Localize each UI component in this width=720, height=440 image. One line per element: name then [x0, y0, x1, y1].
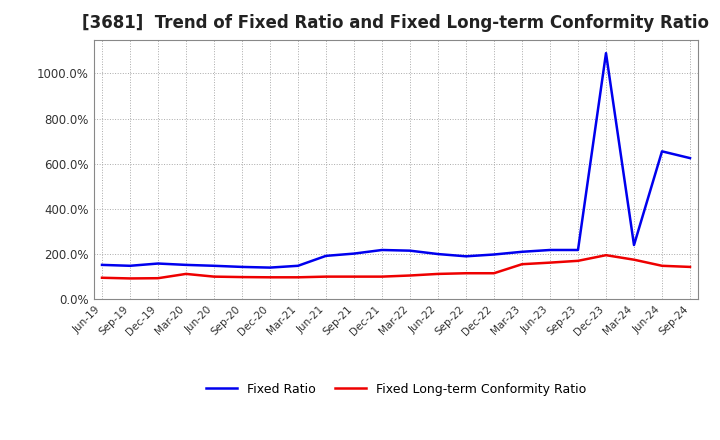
Fixed Long-term Conformity Ratio — [378, 274, 387, 279]
Fixed Ratio — [266, 265, 274, 270]
Legend: Fixed Ratio, Fixed Long-term Conformity Ratio: Fixed Ratio, Fixed Long-term Conformity … — [199, 377, 593, 402]
Fixed Long-term Conformity Ratio — [433, 271, 442, 277]
Fixed Long-term Conformity Ratio — [602, 253, 611, 258]
Fixed Long-term Conformity Ratio — [350, 274, 359, 279]
Fixed Ratio — [657, 149, 666, 154]
Fixed Long-term Conformity Ratio — [490, 271, 498, 276]
Fixed Ratio — [126, 263, 135, 268]
Title: [3681]  Trend of Fixed Ratio and Fixed Long-term Conformity Ratio: [3681] Trend of Fixed Ratio and Fixed Lo… — [83, 15, 709, 33]
Fixed Ratio — [602, 51, 611, 56]
Fixed Ratio — [462, 254, 470, 259]
Fixed Long-term Conformity Ratio — [462, 271, 470, 276]
Fixed Ratio — [210, 263, 218, 268]
Fixed Ratio — [630, 242, 639, 248]
Fixed Long-term Conformity Ratio — [546, 260, 554, 265]
Fixed Ratio — [433, 251, 442, 257]
Fixed Long-term Conformity Ratio — [153, 275, 162, 281]
Fixed Long-term Conformity Ratio — [126, 276, 135, 281]
Fixed Ratio — [238, 264, 246, 270]
Fixed Ratio — [574, 247, 582, 253]
Fixed Ratio — [546, 247, 554, 253]
Fixed Long-term Conformity Ratio — [238, 275, 246, 280]
Fixed Long-term Conformity Ratio — [685, 264, 694, 270]
Fixed Ratio — [490, 252, 498, 257]
Fixed Ratio — [685, 155, 694, 161]
Fixed Ratio — [294, 263, 302, 268]
Fixed Long-term Conformity Ratio — [294, 275, 302, 280]
Fixed Ratio — [181, 262, 190, 268]
Fixed Long-term Conformity Ratio — [574, 258, 582, 264]
Fixed Long-term Conformity Ratio — [98, 275, 107, 280]
Fixed Long-term Conformity Ratio — [657, 263, 666, 268]
Line: Fixed Long-term Conformity Ratio: Fixed Long-term Conformity Ratio — [102, 255, 690, 279]
Fixed Long-term Conformity Ratio — [630, 257, 639, 262]
Fixed Ratio — [378, 247, 387, 253]
Fixed Long-term Conformity Ratio — [405, 273, 414, 278]
Fixed Ratio — [518, 249, 526, 254]
Fixed Long-term Conformity Ratio — [181, 271, 190, 277]
Line: Fixed Ratio: Fixed Ratio — [102, 53, 690, 268]
Fixed Long-term Conformity Ratio — [518, 261, 526, 267]
Fixed Ratio — [322, 253, 330, 258]
Fixed Ratio — [153, 261, 162, 266]
Fixed Ratio — [98, 262, 107, 268]
Fixed Long-term Conformity Ratio — [266, 275, 274, 280]
Fixed Ratio — [350, 251, 359, 256]
Fixed Long-term Conformity Ratio — [322, 274, 330, 279]
Fixed Long-term Conformity Ratio — [210, 274, 218, 279]
Fixed Ratio — [405, 248, 414, 253]
